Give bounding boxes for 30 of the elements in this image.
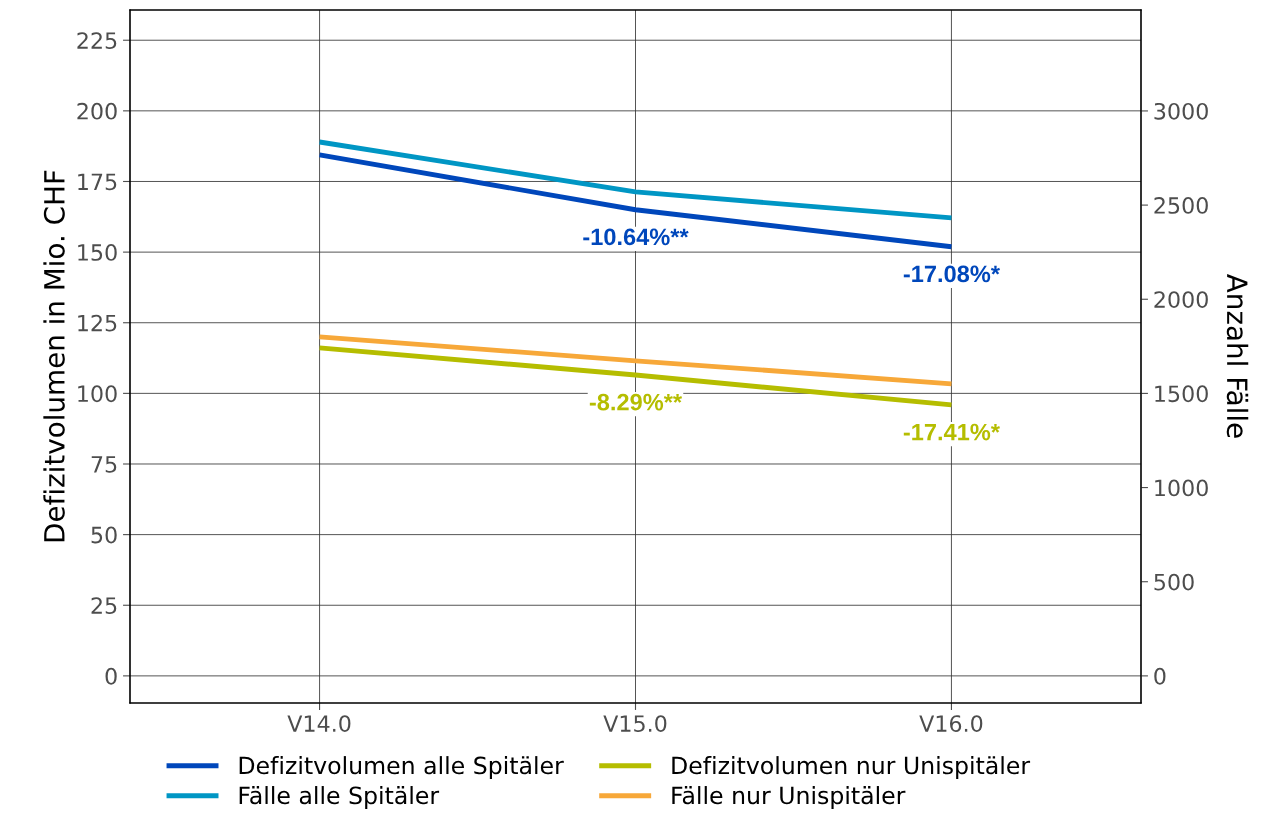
y-tick-label: 125 (78, 314, 117, 332)
y2-tick-label: 2000 (1154, 291, 1208, 309)
annotation: -10.64%** (583, 228, 689, 246)
y2-tick-label: 1500 (1155, 385, 1208, 403)
x-tick-label: V14.0 (287, 715, 351, 733)
x-tick-label: V15.0 (603, 715, 667, 733)
y2-tick-label: 3000 (1154, 102, 1208, 120)
legend-label: Fälle alle Spitäler (239, 786, 440, 809)
y-tick-label: 200 (77, 102, 117, 120)
y-tick-label: 150 (78, 244, 117, 261)
y-axis-title: Defizitvolumen in Mio. CHF (43, 170, 65, 542)
y-tick-label: 25 (91, 597, 117, 615)
y2-tick-label: 0 (1154, 667, 1166, 685)
y-tick-label: 75 (91, 456, 117, 473)
y-tick-label: 225 (77, 32, 117, 49)
y-tick-label: 175 (78, 173, 117, 191)
annotation: -17.08%* (903, 265, 1000, 283)
y2-tick-label: 500 (1154, 573, 1194, 591)
legend-label: Defizitvolumen nur Unispitäler (672, 756, 1031, 779)
x-tick-label: V16.0 (919, 715, 983, 733)
y2-tick-label: 2500 (1154, 197, 1208, 214)
y2-axis-title: Anzahl Fälle (1226, 274, 1249, 438)
legend-label: Fälle nur Unispitäler (672, 786, 906, 809)
y-tick-label: 50 (91, 526, 117, 544)
legend-label: Defizitvolumen alle Spitäler (239, 756, 564, 779)
y-tick-label: 100 (78, 385, 117, 403)
annotation: -17.41%* (903, 423, 1000, 441)
y-tick-label: 0 (105, 667, 117, 685)
annotation: -8.29%** (589, 393, 683, 411)
y2-tick-label: 1000 (1155, 479, 1208, 497)
